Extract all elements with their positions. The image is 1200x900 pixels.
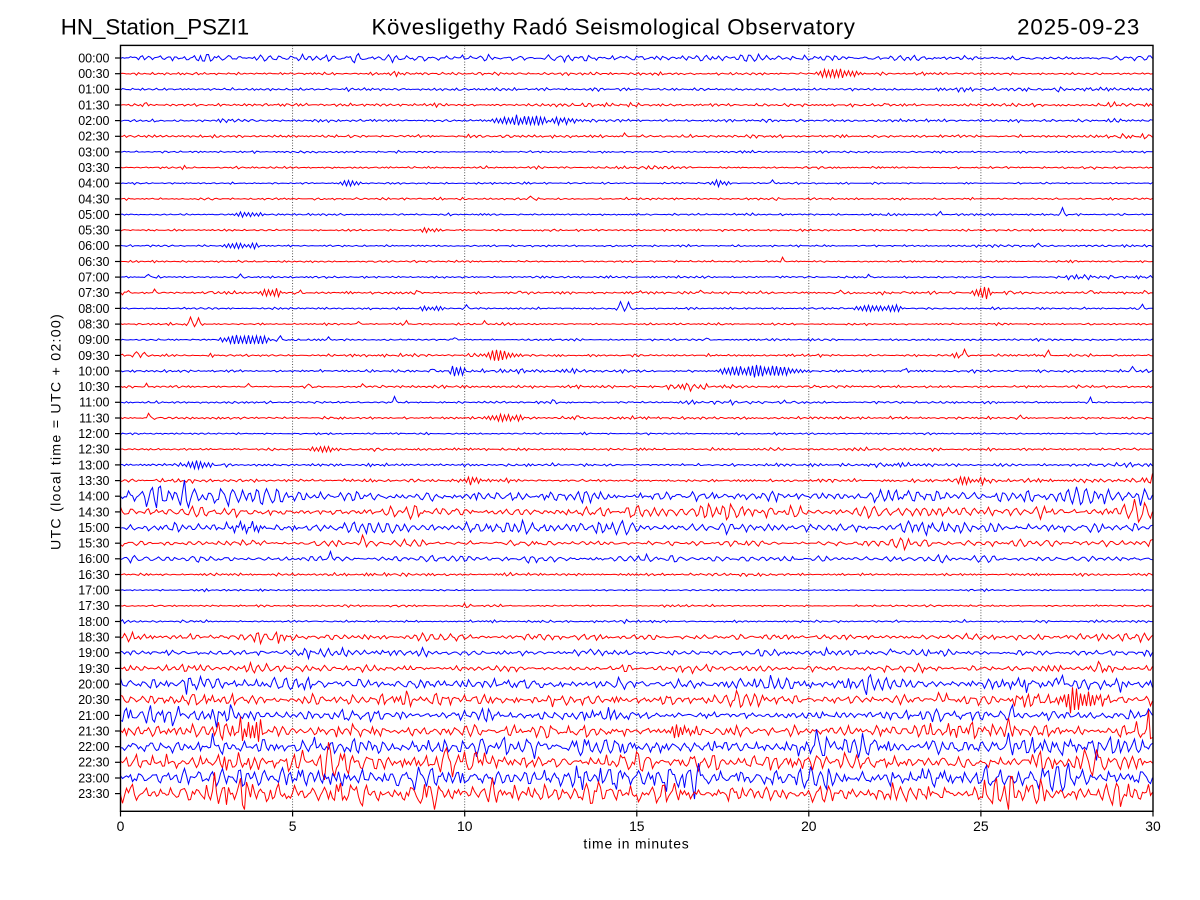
- svg-text:09:30: 09:30: [78, 349, 109, 363]
- svg-text:13:00: 13:00: [78, 458, 109, 472]
- svg-text:08:00: 08:00: [78, 302, 109, 316]
- svg-text:20:30: 20:30: [78, 693, 109, 707]
- svg-text:03:00: 03:00: [78, 145, 109, 159]
- svg-text:00:00: 00:00: [78, 51, 109, 65]
- svg-text:16:00: 16:00: [78, 552, 109, 566]
- svg-text:20: 20: [801, 818, 817, 834]
- svg-text:07:00: 07:00: [78, 271, 109, 285]
- svg-text:06:00: 06:00: [78, 239, 109, 253]
- svg-text:12:30: 12:30: [78, 443, 109, 457]
- svg-text:30: 30: [1145, 818, 1161, 834]
- svg-text:10:30: 10:30: [78, 380, 109, 394]
- svg-text:0: 0: [117, 818, 125, 834]
- svg-text:17:30: 17:30: [78, 599, 109, 613]
- svg-text:5: 5: [289, 818, 297, 834]
- svg-text:02:30: 02:30: [78, 130, 109, 144]
- svg-text:11:30: 11:30: [79, 411, 109, 425]
- svg-text:19:00: 19:00: [78, 646, 109, 660]
- svg-text:21:00: 21:00: [78, 709, 109, 723]
- svg-text:17:00: 17:00: [78, 584, 109, 598]
- svg-text:04:30: 04:30: [78, 192, 109, 206]
- svg-text:02:00: 02:00: [78, 114, 109, 128]
- svg-text:00:30: 00:30: [78, 67, 109, 81]
- svg-text:05:00: 05:00: [78, 208, 109, 222]
- svg-text:13:30: 13:30: [78, 474, 109, 488]
- svg-text:Kövesligethy Radó Seismologica: Kövesligethy Radó Seismological Observat…: [372, 15, 856, 40]
- svg-text:16:30: 16:30: [78, 568, 109, 582]
- svg-text:15:30: 15:30: [78, 537, 109, 551]
- svg-text:time in minutes: time in minutes: [583, 836, 689, 852]
- svg-text:22:30: 22:30: [78, 756, 109, 770]
- svg-text:HN_Station_PSZI1: HN_Station_PSZI1: [61, 15, 249, 40]
- svg-text:22:00: 22:00: [78, 740, 109, 754]
- svg-text:14:30: 14:30: [78, 505, 109, 519]
- svg-text:18:00: 18:00: [78, 615, 109, 629]
- svg-text:12:00: 12:00: [78, 427, 109, 441]
- svg-text:06:30: 06:30: [78, 255, 109, 269]
- svg-text:05:30: 05:30: [78, 224, 109, 238]
- svg-text:04:00: 04:00: [78, 177, 109, 191]
- svg-text:01:30: 01:30: [78, 98, 109, 112]
- svg-text:23:00: 23:00: [78, 771, 109, 785]
- svg-text:2025-09-23: 2025-09-23: [1017, 15, 1140, 40]
- svg-text:UTC (local time = UTC + 02:00): UTC (local time = UTC + 02:00): [48, 313, 64, 550]
- svg-text:09:00: 09:00: [78, 333, 109, 347]
- svg-text:14:00: 14:00: [78, 490, 109, 504]
- svg-text:07:30: 07:30: [78, 286, 109, 300]
- svg-text:20:00: 20:00: [78, 678, 109, 692]
- svg-text:15: 15: [629, 818, 645, 834]
- svg-text:25: 25: [973, 818, 989, 834]
- svg-text:23:30: 23:30: [78, 787, 109, 801]
- svg-text:19:30: 19:30: [78, 662, 109, 676]
- svg-text:01:00: 01:00: [78, 83, 109, 97]
- svg-text:18:30: 18:30: [78, 631, 109, 645]
- svg-text:11:00: 11:00: [79, 396, 109, 410]
- svg-text:15:00: 15:00: [78, 521, 109, 535]
- svg-text:08:30: 08:30: [78, 318, 109, 332]
- svg-text:03:30: 03:30: [78, 161, 109, 175]
- svg-text:10:00: 10:00: [78, 364, 109, 378]
- svg-text:21:30: 21:30: [78, 724, 109, 738]
- svg-text:10: 10: [457, 818, 473, 834]
